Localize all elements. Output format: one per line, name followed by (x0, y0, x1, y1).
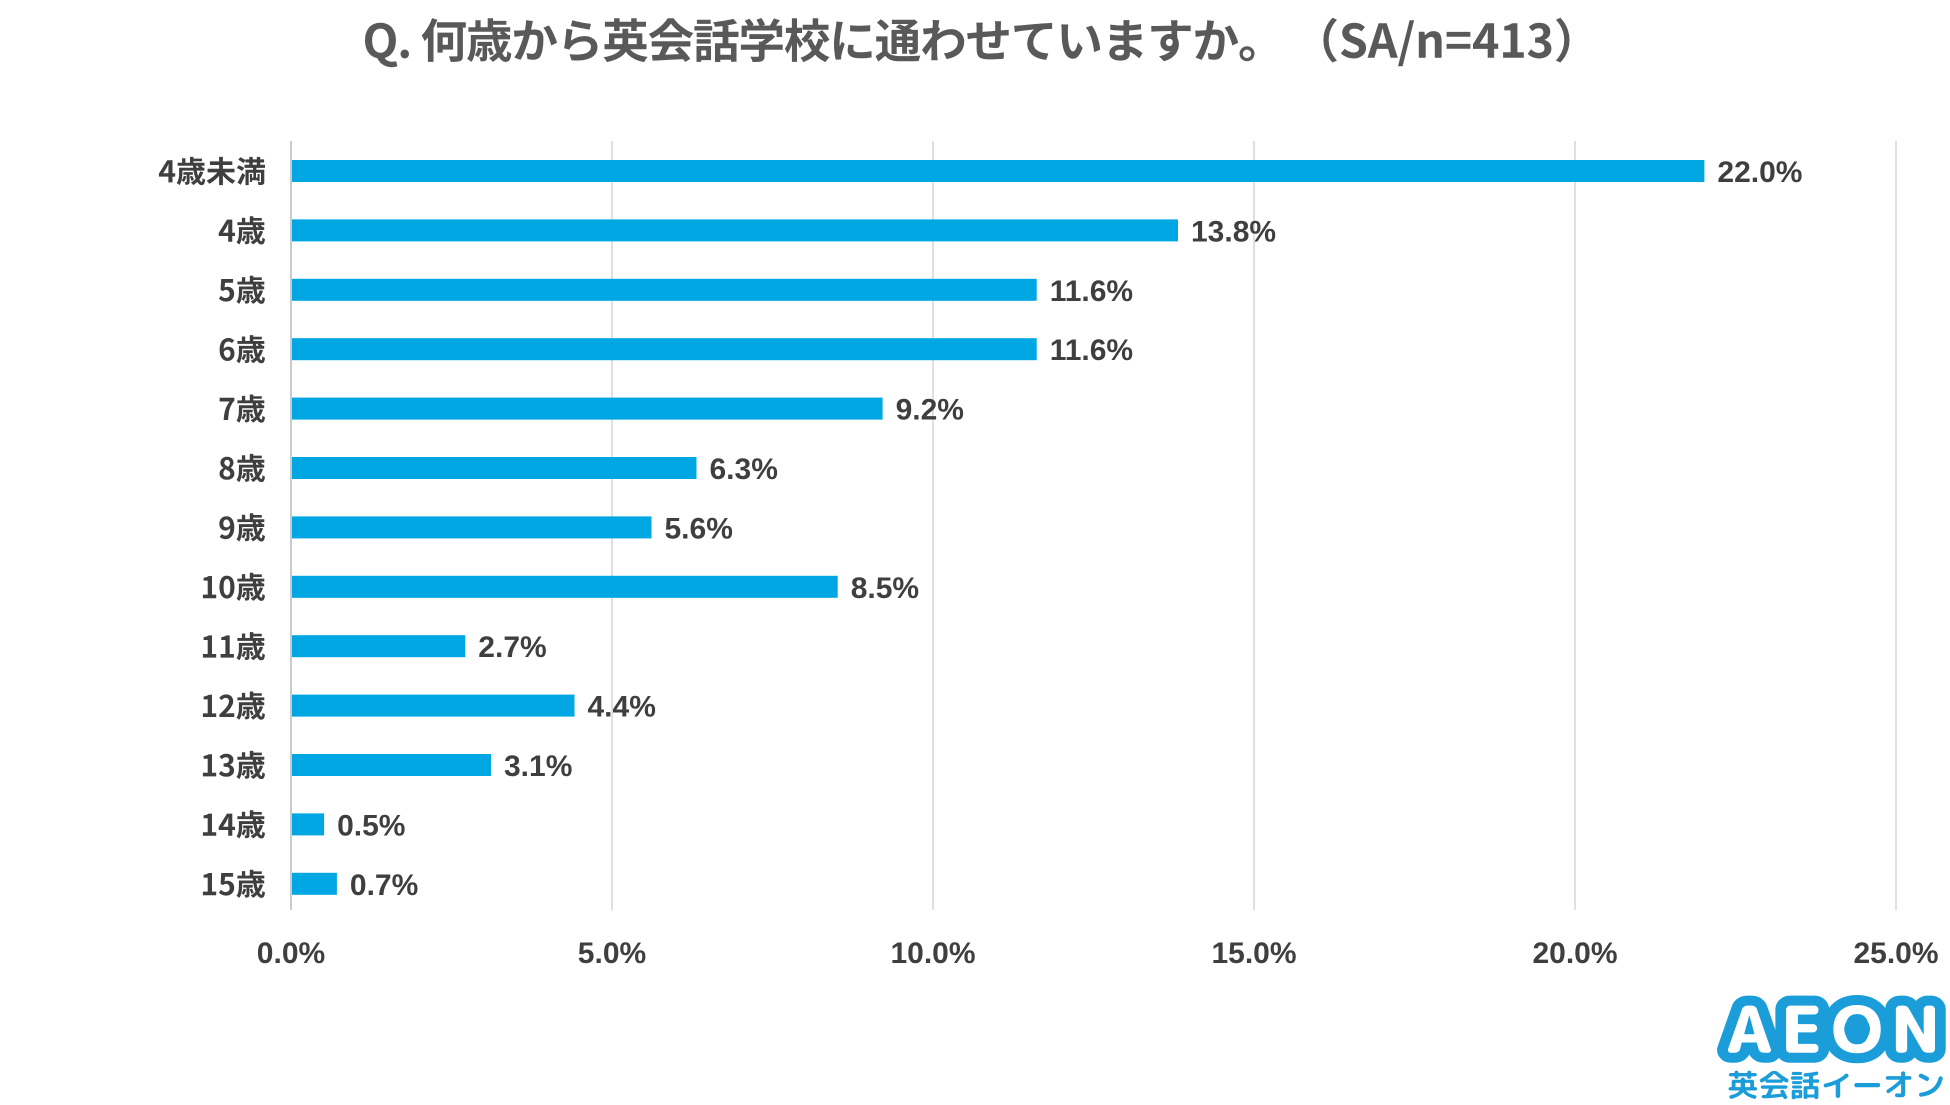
svg-text:9.2%: 9.2% (896, 394, 964, 427)
svg-text:22.0%: 22.0% (1717, 156, 1802, 189)
svg-text:0.5%: 0.5% (337, 809, 405, 842)
svg-text:5.0%: 5.0% (578, 937, 646, 970)
svg-text:5.6%: 5.6% (665, 512, 733, 545)
svg-text:25.0%: 25.0% (1853, 937, 1938, 970)
svg-text:13.8%: 13.8% (1191, 215, 1276, 248)
svg-text:10.0%: 10.0% (890, 937, 975, 970)
svg-text:8.5%: 8.5% (851, 572, 919, 605)
svg-text:11.6%: 11.6% (1050, 334, 1133, 367)
svg-text:0.0%: 0.0% (257, 937, 325, 970)
svg-text:4.4%: 4.4% (588, 691, 656, 724)
svg-text:6.3%: 6.3% (710, 453, 778, 486)
svg-text:0.7%: 0.7% (350, 869, 418, 902)
svg-text:2.7%: 2.7% (478, 631, 546, 664)
svg-text:15.0%: 15.0% (1211, 937, 1296, 970)
svg-text:20.0%: 20.0% (1532, 937, 1617, 970)
svg-text:3.1%: 3.1% (504, 750, 572, 783)
svg-text:11.6%: 11.6% (1050, 275, 1133, 308)
